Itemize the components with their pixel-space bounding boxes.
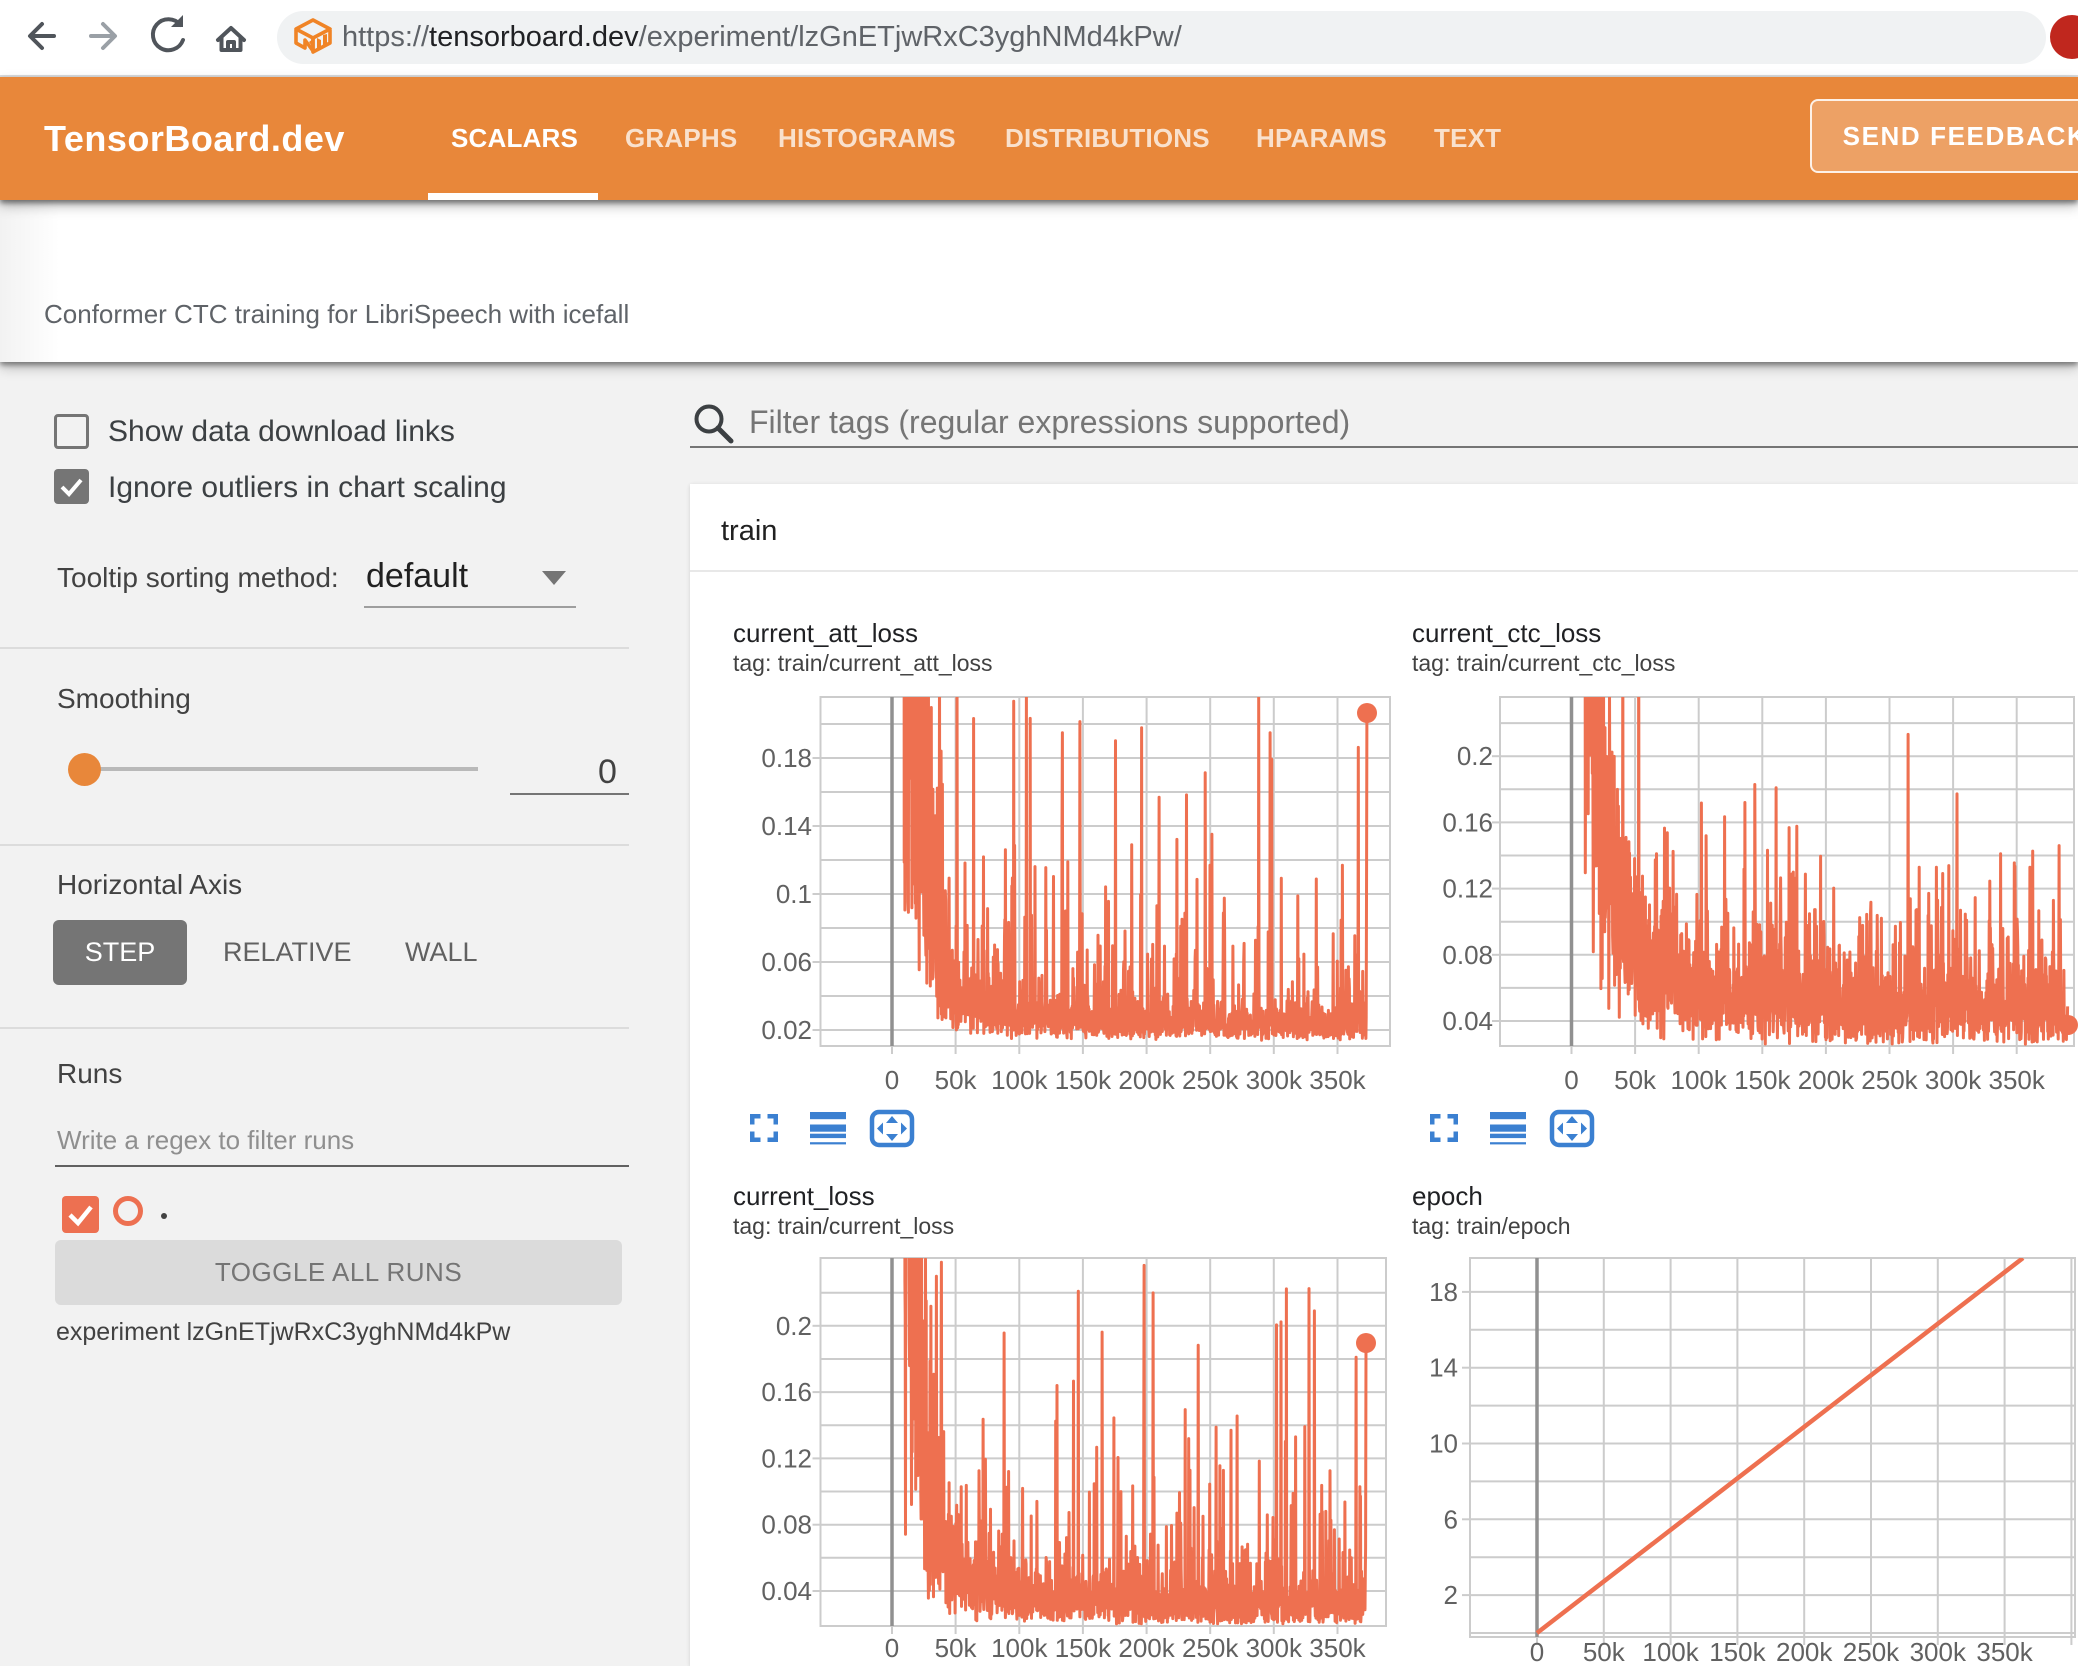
svg-text:250k: 250k <box>1182 1065 1239 1095</box>
svg-text:300k: 300k <box>1246 1633 1303 1663</box>
svg-text:current_ctc_loss: current_ctc_loss <box>1412 618 1601 648</box>
svg-text:0.12: 0.12 <box>761 1443 812 1473</box>
svg-text:200k: 200k <box>1776 1637 1833 1666</box>
svg-text:50k: 50k <box>935 1065 978 1095</box>
svg-text:2: 2 <box>1444 1580 1458 1610</box>
svg-text:350k: 350k <box>1989 1065 2046 1095</box>
svg-text:0: 0 <box>1530 1637 1544 1666</box>
svg-text:300k: 300k <box>1246 1065 1303 1095</box>
svg-text:50k: 50k <box>935 1633 978 1663</box>
svg-text:50k: 50k <box>1614 1065 1657 1095</box>
svg-text:0.2: 0.2 <box>776 1311 812 1341</box>
svg-text:50k: 50k <box>1583 1637 1626 1666</box>
svg-text:0: 0 <box>885 1633 899 1663</box>
svg-text:0.16: 0.16 <box>761 1377 812 1407</box>
svg-text:150k: 150k <box>1709 1637 1766 1666</box>
svg-text:200k: 200k <box>1798 1065 1855 1095</box>
svg-text:18: 18 <box>1429 1277 1458 1307</box>
svg-text:250k: 250k <box>1182 1633 1239 1663</box>
svg-text:10: 10 <box>1429 1429 1458 1459</box>
svg-text:250k: 250k <box>1861 1065 1918 1095</box>
svg-text:0.12: 0.12 <box>1442 874 1493 904</box>
svg-text:100k: 100k <box>991 1065 1048 1095</box>
svg-text:tag: train/current_ctc_loss: tag: train/current_ctc_loss <box>1412 650 1675 676</box>
svg-text:0.08: 0.08 <box>1442 940 1493 970</box>
svg-text:150k: 150k <box>1734 1065 1791 1095</box>
svg-text:tag: train/epoch: tag: train/epoch <box>1412 1213 1571 1239</box>
svg-text:current_loss: current_loss <box>733 1181 875 1211</box>
svg-text:0: 0 <box>1564 1065 1578 1095</box>
svg-text:250k: 250k <box>1843 1637 1900 1666</box>
svg-text:350k: 350k <box>1309 1065 1366 1095</box>
svg-text:200k: 200k <box>1118 1065 1175 1095</box>
svg-text:6: 6 <box>1444 1504 1458 1534</box>
svg-text:epoch: epoch <box>1412 1181 1483 1211</box>
svg-text:0.2: 0.2 <box>1457 741 1493 771</box>
svg-text:0.06: 0.06 <box>761 947 812 977</box>
svg-text:tag: train/current_att_loss: tag: train/current_att_loss <box>733 650 993 676</box>
svg-text:0: 0 <box>885 1065 899 1095</box>
svg-text:300k: 300k <box>1925 1065 1982 1095</box>
svg-text:0.08: 0.08 <box>761 1510 812 1540</box>
svg-text:100k: 100k <box>1642 1637 1699 1666</box>
svg-text:150k: 150k <box>1055 1633 1112 1663</box>
svg-text:200k: 200k <box>1118 1633 1175 1663</box>
svg-text:0.14: 0.14 <box>761 811 812 841</box>
svg-text:0.16: 0.16 <box>1442 807 1493 837</box>
svg-text:300k: 300k <box>1910 1637 1967 1666</box>
svg-text:100k: 100k <box>1671 1065 1728 1095</box>
svg-text:350k: 350k <box>1309 1633 1366 1663</box>
svg-text:350k: 350k <box>1976 1637 2033 1666</box>
svg-text:0.02: 0.02 <box>761 1015 812 1045</box>
svg-text:tag: train/current_loss: tag: train/current_loss <box>733 1213 954 1239</box>
svg-text:0.04: 0.04 <box>761 1576 812 1606</box>
svg-text:150k: 150k <box>1055 1065 1112 1095</box>
svg-text:100k: 100k <box>991 1633 1048 1663</box>
svg-text:0.18: 0.18 <box>761 743 812 773</box>
svg-text:0.1: 0.1 <box>776 879 812 909</box>
svg-text:0.04: 0.04 <box>1442 1006 1493 1036</box>
svg-text:current_att_loss: current_att_loss <box>733 618 918 648</box>
svg-text:14: 14 <box>1429 1353 1458 1383</box>
